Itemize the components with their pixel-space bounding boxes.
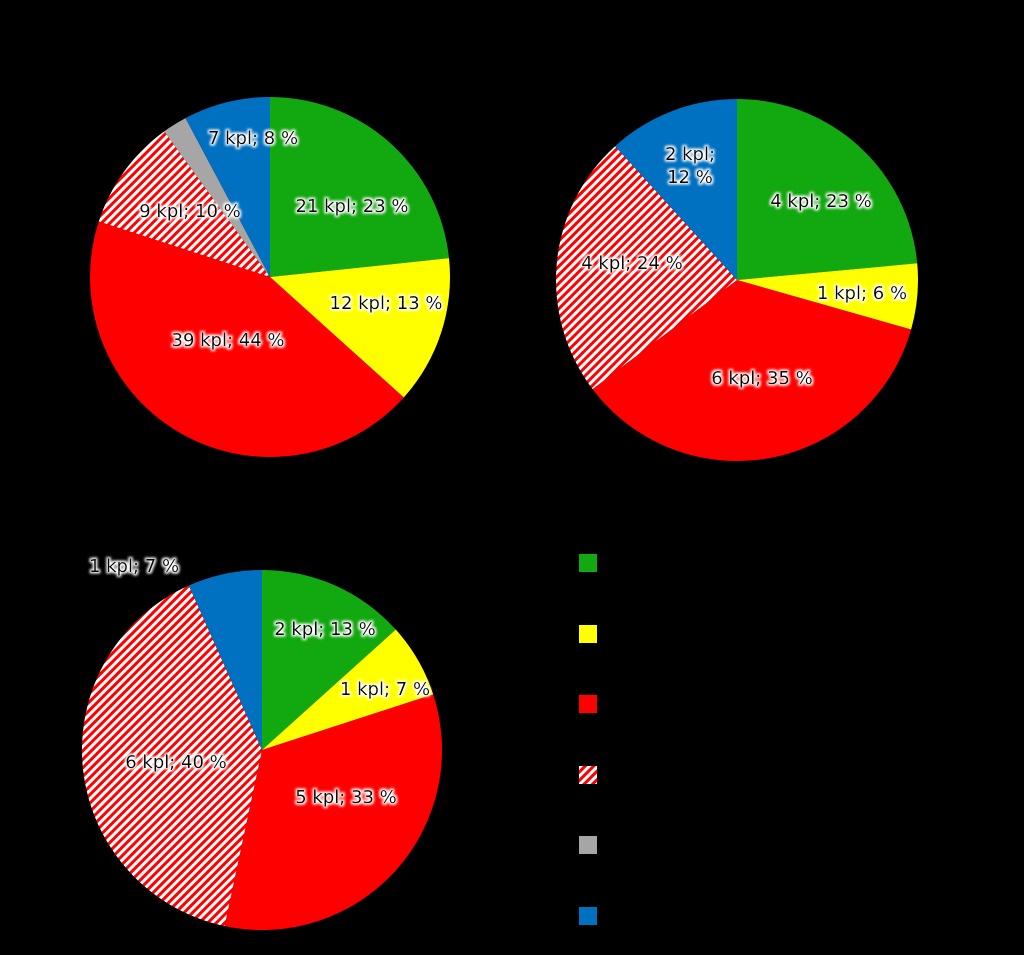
pie3-label-green: 2 kpl; 13 % xyxy=(274,619,376,640)
pie1-slice-green xyxy=(270,97,450,277)
pie2-slice-red xyxy=(592,280,912,461)
pie-chart-1: 21 kpl; 23 % 12 kpl; 13 % 39 kpl; 44 % 9 kp… xyxy=(89,97,450,458)
pie3-slice-yellow xyxy=(262,629,434,750)
legend xyxy=(579,554,597,925)
pie-chart-2: 4 kpl; 23 % 1 kpl; 6 % 6 kpl; 35 % 4 kpl; 2… xyxy=(556,99,919,461)
legend-swatch-red-hatched xyxy=(579,766,597,784)
pie1-slice-blue xyxy=(185,97,270,277)
legend-swatch-yellow xyxy=(579,625,597,643)
pie-chart-3: 2 kpl; 13 % 1 kpl; 7 % 5 kpl; 33 % 6 kpl; 4… xyxy=(82,556,442,930)
pie2-label-yellow: 1 kpl; 6 % xyxy=(817,283,907,304)
pie2-slice-red-hatched xyxy=(556,146,737,390)
pie1-label-yellow: 12 kpl; 13 % xyxy=(330,293,443,314)
pies-group: 21 kpl; 23 % 12 kpl; 13 % 39 kpl; 44 % 9 kp… xyxy=(82,97,919,930)
pie2-slice-green xyxy=(737,99,918,280)
pie1-slice-yellow xyxy=(270,258,450,398)
pie1-label-red: 39 kpl; 44 % xyxy=(172,330,285,351)
pie1-label-green: 21 kpl; 23 % xyxy=(296,196,409,217)
pie2-label-red: 6 kpl; 35 % xyxy=(711,368,813,389)
pie2-label-green: 4 kpl; 23 % xyxy=(770,191,872,212)
pie3-label-red: 5 kpl; 33 % xyxy=(295,787,397,808)
pie2-label-blue: 2 kpl; 12 % xyxy=(665,144,715,188)
legend-swatch-blue xyxy=(579,907,597,925)
pie2-slice-yellow xyxy=(737,263,919,330)
pie2-label-red-hatched: 4 kpl; 24 % xyxy=(581,253,683,274)
pie3-slice-blue xyxy=(188,570,262,750)
pie1-label-red-hatched: 9 kpl; 10 % xyxy=(139,201,241,222)
legend-swatch-gray xyxy=(579,836,597,854)
pie3-slice-green xyxy=(262,570,396,750)
pie1-slice-gray xyxy=(164,118,270,278)
pie1-slice-red xyxy=(89,221,404,458)
pie2-slice-blue xyxy=(615,99,737,280)
pie1-slice-red-hatched xyxy=(98,131,270,277)
pie3-label-red-hatched: 6 kpl; 40 % xyxy=(125,752,227,773)
pie1-label-blue: 7 kpl; 8 % xyxy=(208,128,298,149)
pie3-slice-red-hatched xyxy=(82,585,262,927)
pie3-slice-red xyxy=(224,694,442,930)
legend-swatch-green xyxy=(579,554,597,572)
pie3-label-yellow: 1 kpl; 7 % xyxy=(340,679,430,700)
legend-swatch-red xyxy=(579,695,597,713)
pie3-label-blue: 1 kpl; 7 % xyxy=(89,556,179,577)
